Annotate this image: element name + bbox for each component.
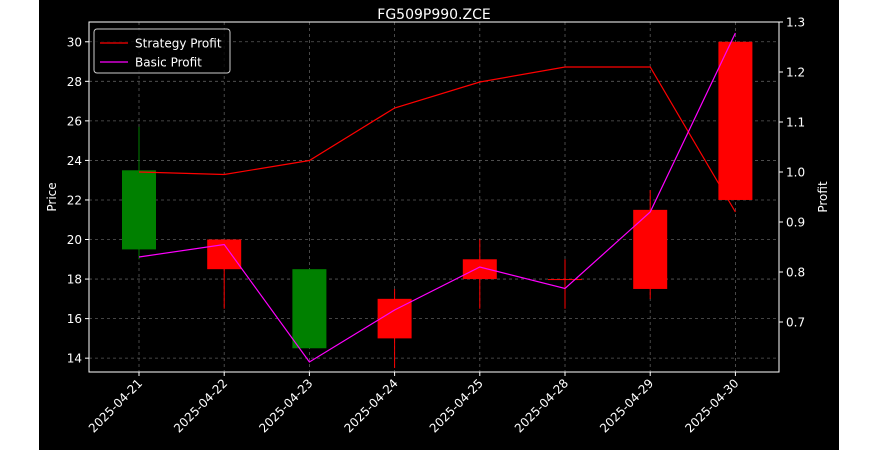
- left-tick-label: 22: [67, 193, 82, 207]
- right-tick-label: 0.8: [786, 266, 805, 280]
- legend-label-strategy-profit: Strategy Profit: [135, 37, 222, 51]
- candle-body: [122, 170, 156, 250]
- left-tick-label: 20: [67, 233, 82, 247]
- y-axis-label-left: Price: [45, 182, 59, 211]
- left-tick-label: 28: [67, 75, 82, 89]
- left-tick-label: 16: [67, 312, 82, 326]
- strategy-profit-line: [138, 66, 736, 213]
- right-axis-ticks: 0.7 0.8 0.9 1.0 1.1 1.2 1.3: [779, 16, 805, 330]
- right-tick-label: 1.0: [786, 166, 805, 180]
- left-tick-label: 26: [67, 114, 82, 128]
- candle-body: [462, 259, 497, 280]
- right-tick-label: 0.7: [786, 316, 805, 330]
- left-tick-label: 14: [67, 352, 82, 366]
- candle-body: [292, 269, 327, 349]
- candle-body: [377, 298, 412, 339]
- y-axis-label-right: Profit: [816, 181, 830, 213]
- left-tick-label: 24: [67, 154, 82, 168]
- right-tick-label: 1.2: [786, 66, 805, 80]
- plot-frame: [88, 21, 780, 373]
- left-tick-label: 30: [67, 35, 82, 49]
- right-tick-label: 0.9: [786, 216, 805, 230]
- candles: [122, 41, 753, 369]
- right-tick-label: 1.1: [786, 116, 805, 130]
- profit-lines: [138, 32, 736, 363]
- left-tick-label: 18: [67, 273, 82, 287]
- candle-body: [548, 279, 582, 281]
- basic-profit-line: [138, 32, 736, 363]
- legend-label-basic-profit: Basic Profit: [135, 56, 202, 70]
- left-axis-ticks: 14 16 18 20 22 24 26 28 30: [67, 35, 89, 366]
- candle-body: [633, 209, 668, 289]
- right-tick-label: 1.3: [786, 16, 805, 30]
- chart-title: FG509P990.ZCE: [377, 7, 490, 23]
- legend: Strategy Profit Basic Profit: [93, 28, 231, 74]
- figure-background: [39, 0, 839, 450]
- candle-body: [718, 41, 753, 200]
